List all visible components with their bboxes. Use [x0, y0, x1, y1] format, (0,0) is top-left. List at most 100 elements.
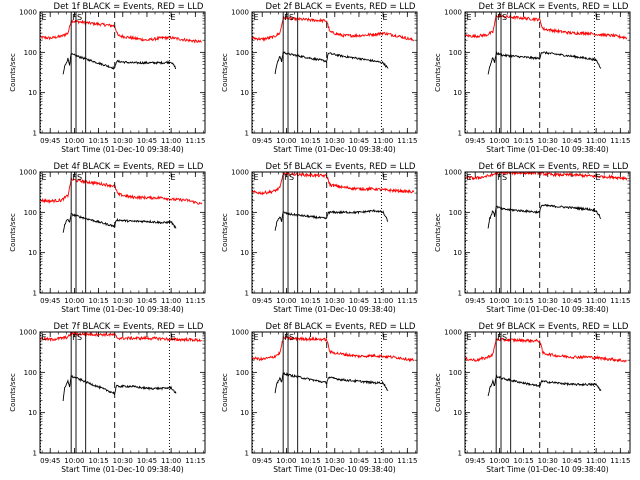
- x-tick-label: 10:00: [489, 137, 509, 145]
- x-tick-label: 10:00: [276, 457, 296, 465]
- marker-label: S: [77, 13, 82, 22]
- y-axis-label: Counts/sec: [9, 53, 17, 92]
- x-tick-label: 10:15: [88, 297, 108, 305]
- y-tick-label: 1000: [231, 329, 249, 337]
- marker-label: S: [289, 333, 294, 342]
- marker-label: F: [72, 333, 77, 342]
- plot-frame: [464, 171, 631, 294]
- series-line-events: [62, 52, 177, 75]
- x-tick-label: 09:45: [252, 137, 272, 145]
- x-tick-label: 10:15: [88, 137, 108, 145]
- chart-panel-2: Det 2f BLACK = Events, RED = LLD Counts/s…: [221, 2, 418, 154]
- y-tick-label: 1000: [19, 329, 37, 337]
- marker-label: S: [289, 173, 294, 182]
- x-tick-label: 10:30: [113, 457, 133, 465]
- x-tick-label: 11:15: [185, 457, 205, 465]
- x-tick-label: 10:45: [349, 297, 369, 305]
- y-tick-label: 1000: [444, 9, 462, 17]
- x-tick-label: 10:30: [325, 137, 345, 145]
- chart-title: Det 4f BLACK = Events, RED = LLD: [54, 162, 204, 172]
- y-tick-label: 1000: [19, 9, 37, 17]
- y-tick-label: 100: [236, 49, 249, 57]
- x-tick-label: 09:45: [252, 297, 272, 305]
- marker-label: E: [467, 13, 472, 22]
- series-line-lld: [465, 172, 628, 181]
- y-tick-label: 100: [24, 369, 37, 377]
- x-tick-label: 10:15: [88, 457, 108, 465]
- plot-frame: [251, 331, 418, 454]
- plot-frame: [464, 331, 631, 454]
- marker-label: S: [502, 13, 507, 22]
- y-tick-label: 1: [245, 130, 249, 138]
- x-tick-label: 11:15: [610, 137, 630, 145]
- x-axis-label: Start Time (01-Dec-10 09:38:40): [486, 305, 608, 314]
- chart-panel-9: Det 9f BLACK = Events, RED = LLD Counts/s…: [434, 322, 631, 474]
- x-tick-label: 11:00: [373, 137, 393, 145]
- marker-label: E: [171, 333, 176, 342]
- x-axis-label: Start Time (01-Dec-10 09:38:40): [61, 465, 183, 474]
- x-tick-label: 11:00: [373, 457, 393, 465]
- marker-label: F: [497, 173, 502, 182]
- series-line-lld: [465, 13, 628, 40]
- y-tick-label: 1: [458, 450, 462, 458]
- x-tick-label: 09:45: [465, 297, 485, 305]
- marker-label: E: [596, 173, 601, 182]
- plot-frame: [464, 11, 631, 134]
- y-tick-label: 10: [240, 89, 249, 97]
- marker-label: E: [254, 173, 259, 182]
- y-tick-label: 10: [28, 249, 37, 257]
- x-tick-label: 10:30: [113, 137, 133, 145]
- x-tick-label: 11:00: [161, 457, 181, 465]
- plot-frame: [39, 331, 206, 454]
- x-tick-label: 10:15: [300, 457, 320, 465]
- marker-label: S: [77, 173, 82, 182]
- y-tick-label: 100: [449, 369, 462, 377]
- x-tick-label: 10:30: [325, 297, 345, 305]
- x-axis-label: Start Time (01-Dec-10 09:38:40): [273, 145, 395, 154]
- x-tick-label: 09:45: [465, 137, 485, 145]
- marker-label: E: [596, 333, 601, 342]
- series-line-events: [487, 50, 602, 75]
- y-tick-label: 100: [24, 49, 37, 57]
- x-tick-label: 10:30: [325, 457, 345, 465]
- y-tick-label: 10: [453, 409, 462, 417]
- x-tick-label: 10:15: [300, 137, 320, 145]
- x-tick-label: 10:15: [513, 457, 533, 465]
- marker-label: E: [42, 333, 47, 342]
- marker-label: E: [42, 173, 47, 182]
- x-axis-label: Start Time (01-Dec-10 09:38:40): [61, 145, 183, 154]
- x-tick-label: 09:45: [252, 457, 272, 465]
- series-line-lld: [40, 176, 203, 205]
- marker-label: E: [596, 13, 601, 22]
- chart-title: Det 5f BLACK = Events, RED = LLD: [266, 162, 416, 172]
- y-axis-label: Counts/sec: [434, 53, 442, 92]
- x-tick-label: 10:30: [113, 297, 133, 305]
- series-line-events: [274, 209, 389, 231]
- series-line-lld: [252, 172, 415, 196]
- chart-title: Det 8f BLACK = Events, RED = LLD: [266, 322, 416, 332]
- marker-label: F: [497, 333, 502, 342]
- marker-label: F: [72, 13, 77, 22]
- x-tick-label: 10:45: [137, 137, 157, 145]
- x-tick-label: 09:45: [40, 297, 60, 305]
- x-tick-label: 11:00: [161, 297, 181, 305]
- series-line-lld: [465, 337, 627, 363]
- marker-label: S: [502, 173, 507, 182]
- y-tick-label: 10: [453, 249, 462, 257]
- series-line-lld: [252, 335, 415, 363]
- marker-label: F: [497, 13, 502, 22]
- x-tick-label: 10:30: [538, 457, 558, 465]
- chart-panel-8: Det 8f BLACK = Events, RED = LLD Counts/s…: [221, 322, 418, 474]
- y-tick-label: 10: [28, 89, 37, 97]
- x-tick-label: 09:45: [465, 457, 485, 465]
- chart-title: Det 3f BLACK = Events, RED = LLD: [479, 2, 629, 12]
- y-tick-label: 10: [28, 409, 37, 417]
- series-line-lld: [40, 332, 202, 343]
- x-tick-label: 10:45: [349, 457, 369, 465]
- marker-label: F: [284, 13, 289, 22]
- series-line-events: [62, 374, 177, 402]
- x-tick-label: 10:45: [137, 297, 157, 305]
- marker-label: E: [171, 13, 176, 22]
- marker-label: E: [383, 173, 388, 182]
